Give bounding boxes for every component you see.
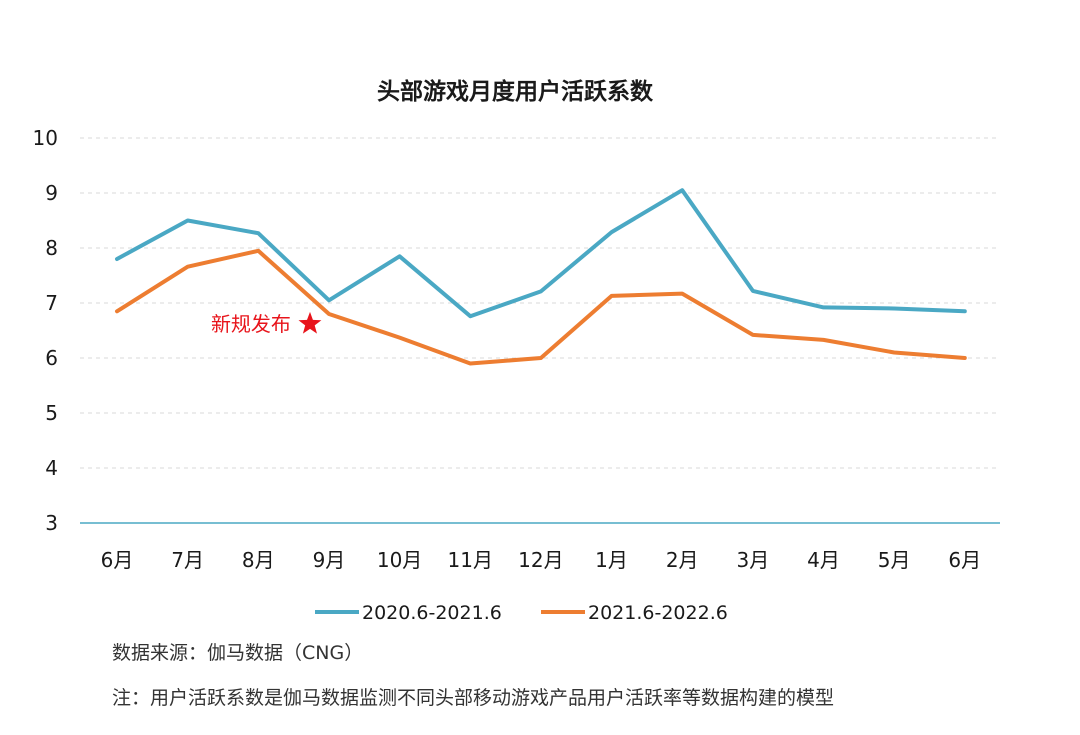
- y-tick-label: 4: [45, 456, 58, 480]
- x-tick-label: 5月: [878, 548, 911, 572]
- x-tick-label: 9月: [313, 548, 346, 572]
- y-tick-label: 7: [45, 291, 58, 315]
- chart-title: 头部游戏月度用户活跃系数: [377, 78, 654, 105]
- x-tick-label: 4月: [807, 548, 840, 572]
- series-line-2: [115, 248, 967, 366]
- y-tick-label: 10: [33, 126, 58, 150]
- star-icon: [298, 311, 322, 334]
- series-lines: [115, 188, 967, 366]
- y-axis-ticks: 10 9 8 7 6 5 4 3: [33, 126, 58, 535]
- legend-label-1: 2020.6-2021.6: [362, 602, 502, 624]
- x-tick-label: 2月: [666, 548, 699, 572]
- annotation-label: 新规发布: [211, 312, 291, 336]
- x-tick-label: 1月: [595, 548, 628, 572]
- y-tick-label: 5: [45, 401, 58, 425]
- y-tick-label: 6: [45, 346, 58, 370]
- x-tick-label: 3月: [736, 548, 769, 572]
- series-line-1: [115, 188, 967, 319]
- y-tick-label: 8: [45, 236, 58, 260]
- source-note: 数据来源：伽马数据（CNG）: [112, 642, 364, 664]
- annotation: 新规发布: [211, 311, 322, 336]
- y-tick-label: 3: [45, 511, 58, 535]
- y-tick-label: 9: [45, 181, 58, 205]
- footnote: 注：用户活跃系数是伽马数据监测不同头部移动游戏产品用户活跃率等数据构建的模型: [112, 687, 835, 709]
- x-tick-label: 6月: [101, 548, 134, 572]
- x-tick-label: 6月: [948, 548, 981, 572]
- x-tick-label: 7月: [171, 548, 204, 572]
- legend: 2020.6-2021.6 2021.6-2022.6: [315, 602, 728, 624]
- x-tick-label: 11月: [448, 548, 493, 572]
- x-tick-label: 8月: [242, 548, 275, 572]
- legend-label-2: 2021.6-2022.6: [588, 602, 728, 624]
- x-tick-label: 12月: [518, 548, 563, 572]
- x-axis-ticks: 6月 7月 8月 9月 10月 11月 12月 1月 2月 3月 4月 5月 6月: [101, 548, 982, 572]
- x-tick-label: 10月: [377, 548, 422, 572]
